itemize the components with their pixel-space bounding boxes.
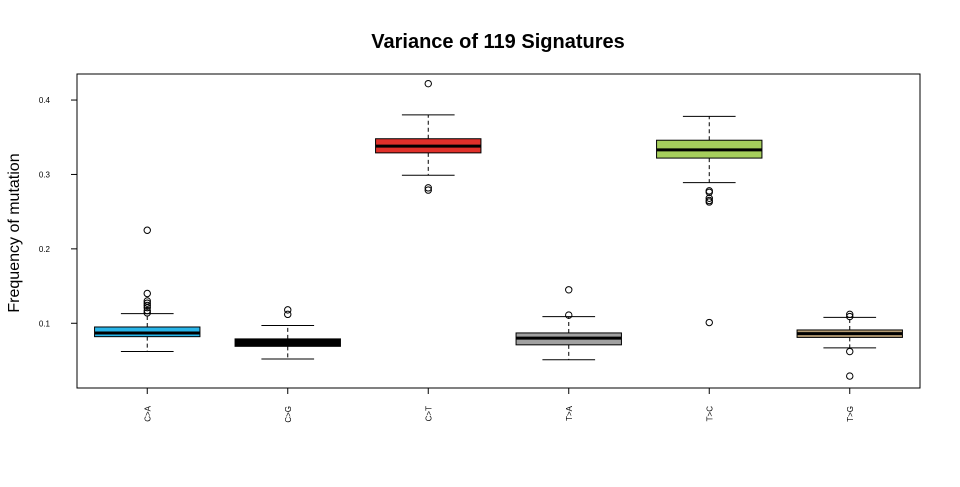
y-tick-label: 0.2 bbox=[39, 245, 51, 254]
box-2 bbox=[234, 306, 341, 360]
outlier-point bbox=[143, 309, 151, 317]
outlier-point bbox=[143, 226, 151, 234]
outlier-point bbox=[143, 303, 151, 312]
x-tick-label: T>A bbox=[565, 405, 574, 421]
outlier-point bbox=[705, 194, 713, 202]
box-6 bbox=[796, 310, 903, 380]
outlier-point bbox=[565, 311, 573, 319]
box-5 bbox=[656, 115, 763, 327]
outlier-point bbox=[284, 310, 292, 319]
y-tick-label: 0.1 bbox=[39, 319, 51, 328]
outlier-point bbox=[705, 198, 713, 206]
y-axis-label: Frequency of mutation bbox=[6, 153, 23, 312]
outlier-point bbox=[846, 310, 854, 319]
x-tick-label: C>G bbox=[284, 406, 293, 423]
chart-title: Variance of 119 Signatures bbox=[371, 31, 624, 53]
y-axis: 0.1 0.2 0.3 0.4 bbox=[39, 96, 78, 328]
y-tick-label: 0.3 bbox=[39, 170, 51, 179]
x-tick-label: C>A bbox=[143, 405, 152, 421]
outlier-point bbox=[846, 372, 854, 380]
outlier-point bbox=[846, 312, 854, 321]
box-3 bbox=[375, 79, 482, 194]
outlier-point bbox=[143, 306, 151, 315]
outlier-point bbox=[143, 301, 151, 310]
plot-frame bbox=[76, 73, 921, 389]
box-4 bbox=[515, 286, 622, 361]
outlier-point bbox=[705, 318, 713, 327]
x-tick-label: T>G bbox=[846, 406, 855, 422]
x-tick-label: T>C bbox=[705, 406, 714, 422]
outlier-point bbox=[565, 286, 573, 294]
outlier-point bbox=[705, 187, 713, 195]
x-tick-label: C>T bbox=[424, 406, 433, 421]
outlier-point bbox=[424, 184, 432, 192]
outlier-point bbox=[424, 79, 432, 88]
box-1 bbox=[94, 226, 201, 353]
outlier-point bbox=[284, 306, 292, 314]
boxes-group bbox=[94, 79, 903, 380]
y-tick-label: 0.4 bbox=[39, 96, 51, 105]
outlier-point bbox=[143, 299, 151, 307]
outlier-point bbox=[424, 186, 432, 194]
outlier-point bbox=[846, 347, 854, 356]
x-axis: C>A C>G C>T T>A T>C T>G bbox=[143, 387, 855, 423]
outlier-point bbox=[705, 188, 713, 197]
outlier-point bbox=[143, 289, 151, 298]
